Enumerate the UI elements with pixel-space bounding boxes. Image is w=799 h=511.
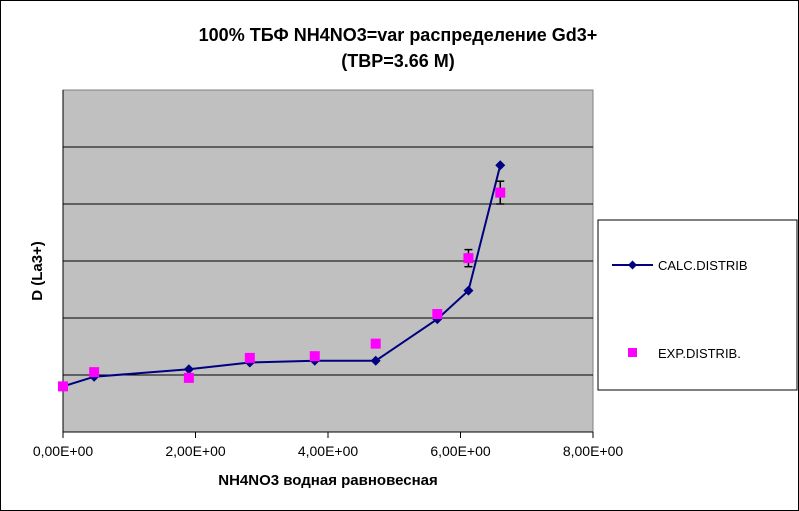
x-axis-title: NH4NO3 водная равновесная (218, 472, 437, 489)
legend: CALC.DISTRIB EXP.DISTRIB. (597, 219, 798, 391)
legend-marker-calc (628, 260, 637, 270)
calc-point-7 (463, 285, 474, 296)
x-axis: 0,00E+00 2,00E+00 4,00E+00 6,00E+00 8,00E+00 (33, 431, 624, 459)
calc-point-8 (495, 160, 506, 171)
chart-title: 100% ТБФ NH4NO3=var распределение Gd3+ (… (199, 25, 598, 71)
exp-point-3 (244, 352, 255, 363)
exp-point-7 (463, 253, 474, 264)
exp-point-0 (58, 381, 68, 392)
x-tick-label-0: 0,00E+00 (33, 443, 94, 459)
exp-point-4 (309, 351, 320, 362)
exp-point-1 (89, 367, 100, 378)
legend-label-calc: CALC.DISTRIB (658, 258, 748, 273)
x-tick-label-3: 6,00E+00 (430, 443, 491, 459)
y-axis-title: D (La3+) (29, 241, 46, 301)
x-tick-label-2: 4,00E+00 (298, 443, 359, 459)
calc-point-5 (370, 355, 381, 366)
legend-entry-calc: CALC.DISTRIB (612, 258, 748, 273)
legend-entry-exp: EXP.DISTRIB. (628, 346, 741, 361)
legend-label-exp: EXP.DISTRIB. (658, 346, 741, 361)
exp-point-8 (495, 187, 506, 198)
exp-point-5 (370, 338, 381, 349)
series-layer (58, 160, 506, 392)
calc-point-2 (183, 364, 194, 375)
exp-point-6 (432, 309, 443, 320)
gridlines (63, 146, 593, 376)
legend-box (597, 219, 798, 391)
chart-title-line-1: 100% ТБФ NH4NO3=var распределение Gd3+ (199, 25, 598, 45)
series-exp (58, 180, 506, 392)
legend-marker-exp (628, 348, 637, 357)
exp-point-2 (183, 372, 194, 383)
x-tick-label-4: 8,00E+00 (563, 443, 624, 459)
chart-title-line-2: (TBP=3.66 M) (341, 51, 455, 71)
x-tick-label-1: 2,00E+00 (165, 443, 226, 459)
